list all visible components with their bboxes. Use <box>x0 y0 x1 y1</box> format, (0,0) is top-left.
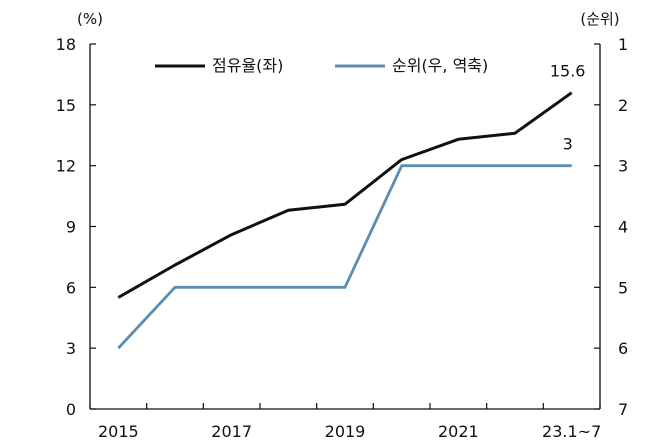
axes <box>89 44 601 410</box>
y-left-tick-label: 12 <box>56 157 76 176</box>
y-left-tick-label: 15 <box>56 96 76 115</box>
legend-label-rank: 순위(우, 역축) <box>392 56 488 75</box>
x-tick-label: 2021 <box>438 422 479 441</box>
y-right-tick-label: 5 <box>618 278 628 297</box>
legend: 점유율(좌) 순위(우, 역축) <box>155 56 488 75</box>
x-tick-label: 2017 <box>211 422 252 441</box>
y-left-unit: (%) <box>77 10 103 28</box>
x-ticks: 2015 2017 2019 2021 23.1~7 <box>89 403 601 441</box>
y-left-tick-label: 6 <box>66 278 76 297</box>
data-labels: 15.63 <box>550 62 586 154</box>
y-left-ticks: 0 3 6 9 12 15 18 <box>56 35 96 419</box>
y-right-tick-label: 1 <box>618 35 628 54</box>
x-tick-label: 23.1~7 <box>542 422 601 441</box>
series-lines <box>117 91 573 350</box>
y-right-tick-label: 4 <box>618 218 628 237</box>
y-right-ticks: 1 2 3 4 5 6 7 <box>594 35 628 419</box>
x-tick-label: 2019 <box>325 422 366 441</box>
y-right-tick-label: 7 <box>618 400 628 419</box>
y-left-tick-label: 3 <box>66 339 76 358</box>
end-label-rank: 3 <box>563 135 573 154</box>
series-line-share <box>117 91 573 299</box>
end-label-share: 15.6 <box>550 62 586 81</box>
series-line-rank <box>117 164 572 350</box>
legend-label-share: 점유율(좌) <box>212 56 283 75</box>
y-right-unit: (순위) <box>580 10 619 28</box>
y-left-tick-label: 0 <box>66 400 76 419</box>
x-tick-label: 2015 <box>98 422 139 441</box>
y-left-tick-label: 9 <box>66 218 76 237</box>
y-right-tick-label: 3 <box>618 157 628 176</box>
y-right-tick-label: 2 <box>618 96 628 115</box>
y-right-tick-label: 6 <box>618 339 628 358</box>
y-left-tick-label: 18 <box>56 35 76 54</box>
